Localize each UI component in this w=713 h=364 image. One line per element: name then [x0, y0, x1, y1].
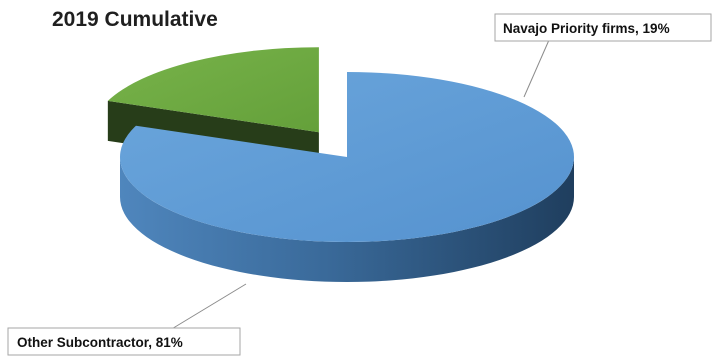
data-label-other: Other Subcontractor, 81%	[7, 327, 241, 356]
data-label-navajo: Navajo Priority firms, 19%	[494, 13, 712, 42]
data-label-navajo-text: Navajo Priority firms, 19%	[503, 21, 670, 36]
leader-line-navajo	[523, 39, 550, 98]
leader-line-other	[169, 283, 247, 331]
data-label-box-other	[7, 327, 241, 356]
pie-slice-0-side	[120, 157, 574, 282]
pie-slice-1-top	[107, 47, 319, 133]
pie-slice-0-top	[119, 72, 574, 242]
data-label-box-navajo	[494, 13, 712, 42]
data-label-other-text: Other Subcontractor, 81%	[17, 335, 183, 350]
leader-lines	[169, 39, 550, 331]
pie-slices	[107, 47, 574, 282]
chart-title: 2019 Cumulative	[52, 8, 218, 31]
